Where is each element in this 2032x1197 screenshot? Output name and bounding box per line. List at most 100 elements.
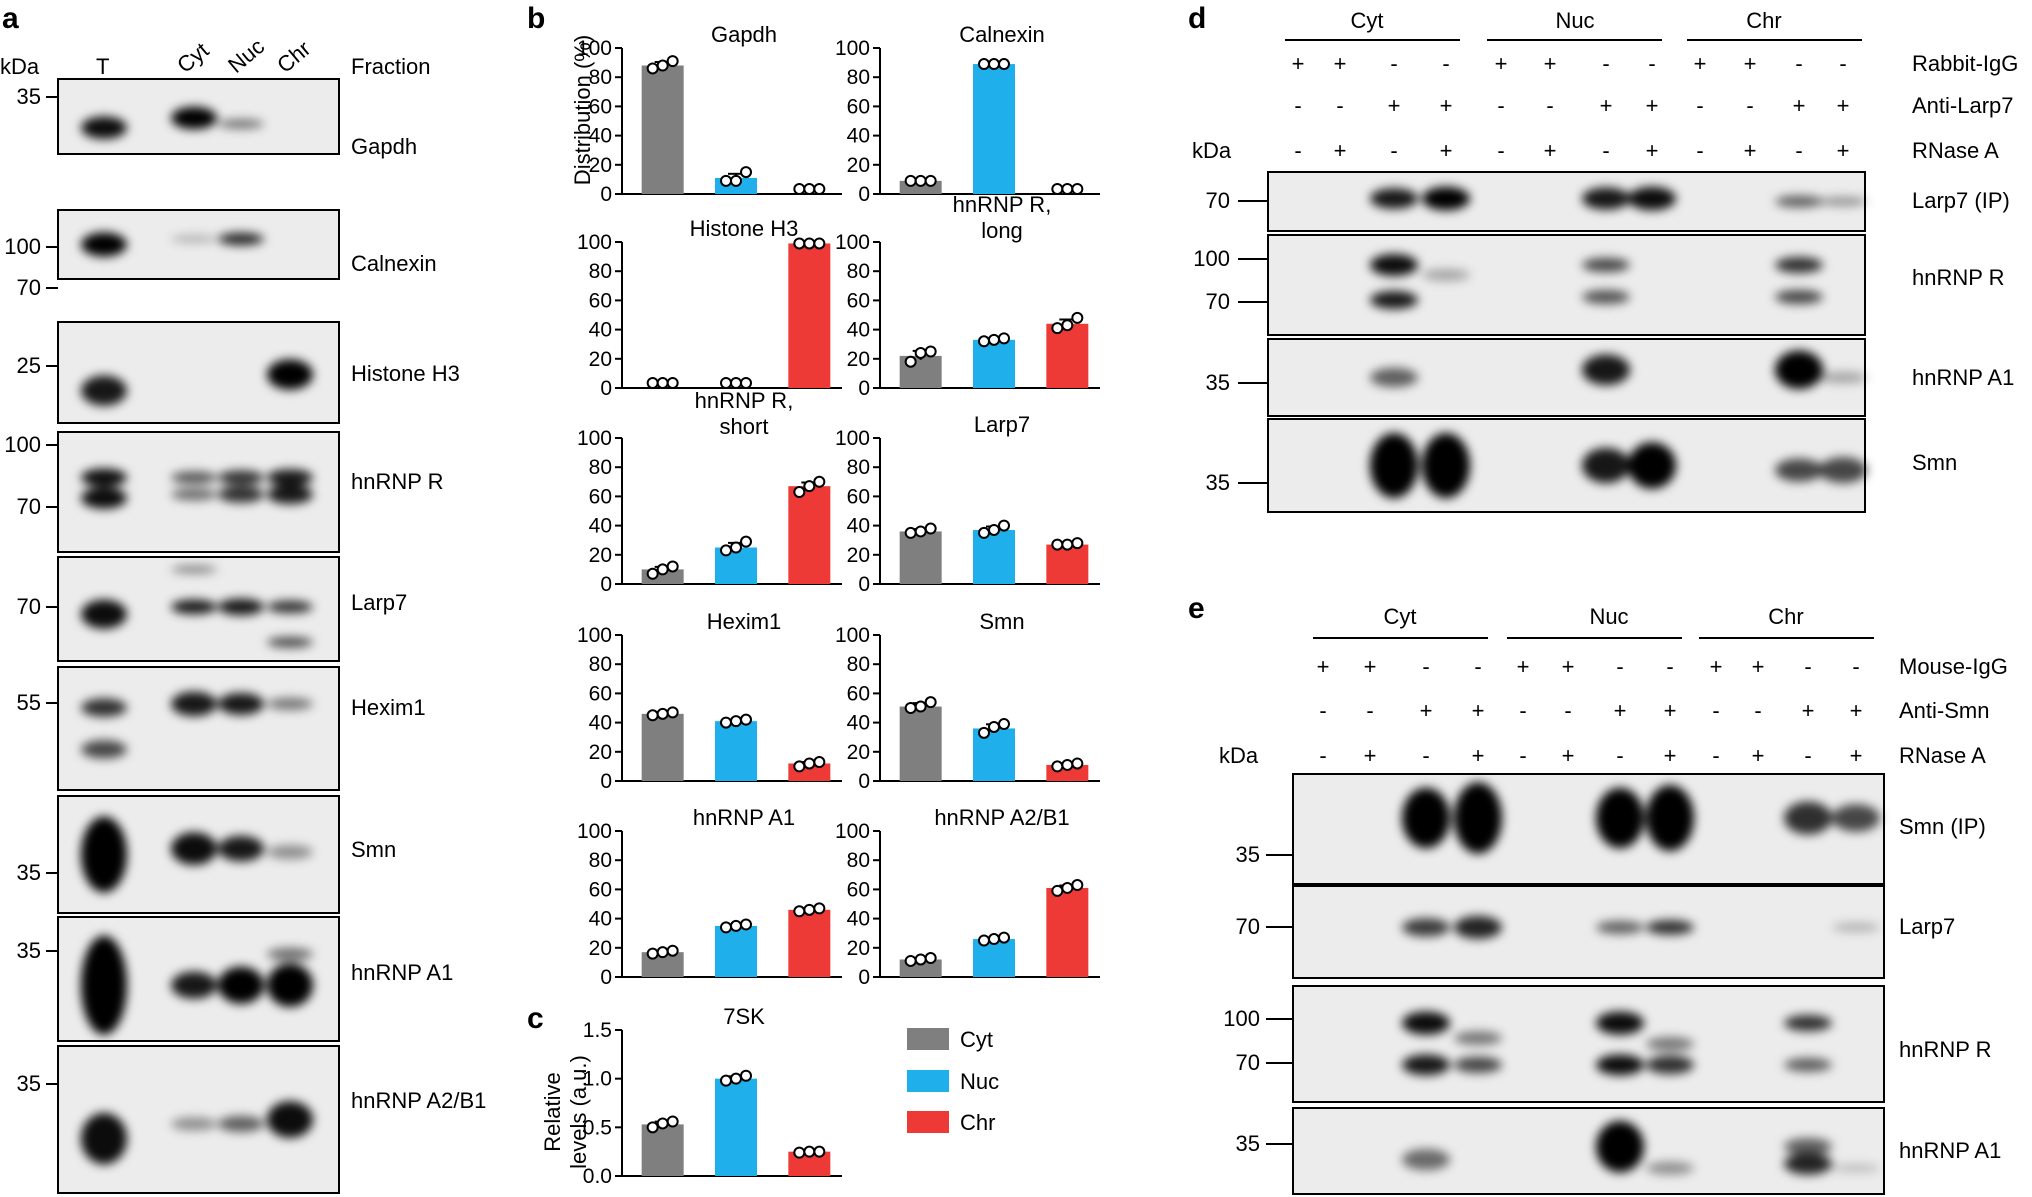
panel-a-lane-cyt: Cyt [172,37,213,77]
panel-b-charts: Gapdh020406080100Calnexin020406080100His… [577,22,1100,1188]
group-label-cyt: Cyt [1351,8,1384,33]
panel-e-row-label-rnase-a: RNase A [1899,743,1986,768]
blot-bands [81,106,264,139]
data-point [1061,758,1074,771]
data-point [803,903,816,916]
blot-band [1784,801,1832,835]
data-point [720,174,732,187]
treatment-sign: + [1752,654,1765,679]
data-point [730,541,742,554]
y-tick-label: 40 [589,712,612,735]
treatment-sign: - [1294,93,1301,118]
data-point [1071,311,1084,324]
blot-band [171,234,217,243]
marker-label: 70 [1236,914,1260,939]
data-point [646,1121,659,1134]
y-tick-label: 20 [847,348,870,371]
blot-band [1370,367,1418,388]
treatment-sign: + [1544,138,1557,163]
y-tick-label: 0 [600,966,612,989]
blot-band [267,469,313,486]
data-point [720,921,732,934]
blot-band [171,1117,217,1131]
data-point [646,62,659,75]
data-point [924,522,937,535]
legend-label-nuc: Nuc [960,1069,999,1094]
blot-band [1596,920,1644,934]
data-point [740,535,752,548]
marker-label: 70 [17,275,41,300]
y-tick-label: 20 [589,348,612,371]
panel-c-letter: c [527,1002,544,1035]
panel-e-row-label-anti-smn: Anti-Smn [1899,698,1989,723]
blot-band [1646,785,1694,851]
legend-swatch-cyt [907,1028,949,1050]
legend-label-cyt: Cyt [960,1027,993,1052]
y-tick-label: 0 [600,377,612,400]
treatment-sign: + [1292,51,1305,76]
blot-band [218,119,264,129]
y-tick-label: 40 [847,908,870,931]
blot-d-hnrnp-r-label: hnRNP R [1912,265,2005,290]
panel-d-group-headers: Cyt Nuc Chr [1285,8,1862,41]
data-point [646,377,659,389]
blot-band [1646,920,1694,935]
blot-band [1832,922,1880,933]
y-tick-label: 60 [847,682,870,705]
data-point [646,567,659,580]
treatment-sign: - [1390,51,1397,76]
blot-band [1596,1120,1644,1173]
data-point [730,1072,742,1085]
blot-band [1454,1056,1502,1073]
treatment-sign: + [1334,138,1347,163]
chart-title: Calnexin [959,22,1045,47]
blot-a-gapdh-label: Gapdh [351,134,417,159]
data-point [646,709,659,722]
blot-e-hnrnp-a1-label: hnRNP A1 [1899,1138,2001,1163]
blot-band [1819,197,1867,206]
panel-a: a kDa T Cyt Nuc Chr Fraction Gapdh 35 Ca… [0,2,486,1194]
data-point [1071,183,1084,195]
blot-bands [81,468,313,509]
treatment-sign: - [1564,698,1571,723]
blot-band [267,1101,313,1138]
treatment-sign: - [1804,654,1811,679]
y-tick-label: 80 [847,66,870,89]
data-point [813,902,826,915]
blot-e-hnrnp-r-label: hnRNP R [1899,1037,1992,1062]
panel-a-lane-chr: Chr [272,36,315,78]
treatment-sign: - [1390,138,1397,163]
marker-label: 100 [1223,1006,1260,1031]
blot-a-hnrnp-a1-label: hnRNP A1 [351,960,453,985]
y-tick-label: 100 [835,427,870,450]
blot-band [1454,782,1502,854]
bar-chr [1046,544,1089,584]
treatment-sign: + [1364,743,1377,768]
blot-band [267,697,313,711]
bar-cyt [641,713,684,781]
blot-band [81,375,127,406]
treatment-sign: - [1497,138,1504,163]
data-point [904,174,917,187]
blot-e-larp7: Larp7 70 [1236,885,1955,979]
y-tick-label: 20 [847,937,870,960]
data-point [924,174,937,187]
data-point [646,947,659,960]
data-point [978,58,990,71]
treatment-sign: + [1752,743,1765,768]
blot-a-histone-h3-label: Histone H3 [351,361,460,386]
data-point [998,931,1010,944]
treatment-sign: - [1319,698,1326,723]
treatment-sign: - [1442,51,1449,76]
data-point [1051,538,1064,551]
bar-cyt [899,706,942,781]
chart-title: hnRNP A2/B1 [934,805,1069,830]
marker-label: 35 [1206,470,1230,495]
blot-bands [1370,350,1867,390]
blot-band [1775,290,1823,304]
treatment-sign: + [1440,93,1453,118]
data-point [988,333,1000,346]
treatment-sign: - [1519,698,1526,723]
blot-a-larp7: Larp7 70 [17,556,407,662]
